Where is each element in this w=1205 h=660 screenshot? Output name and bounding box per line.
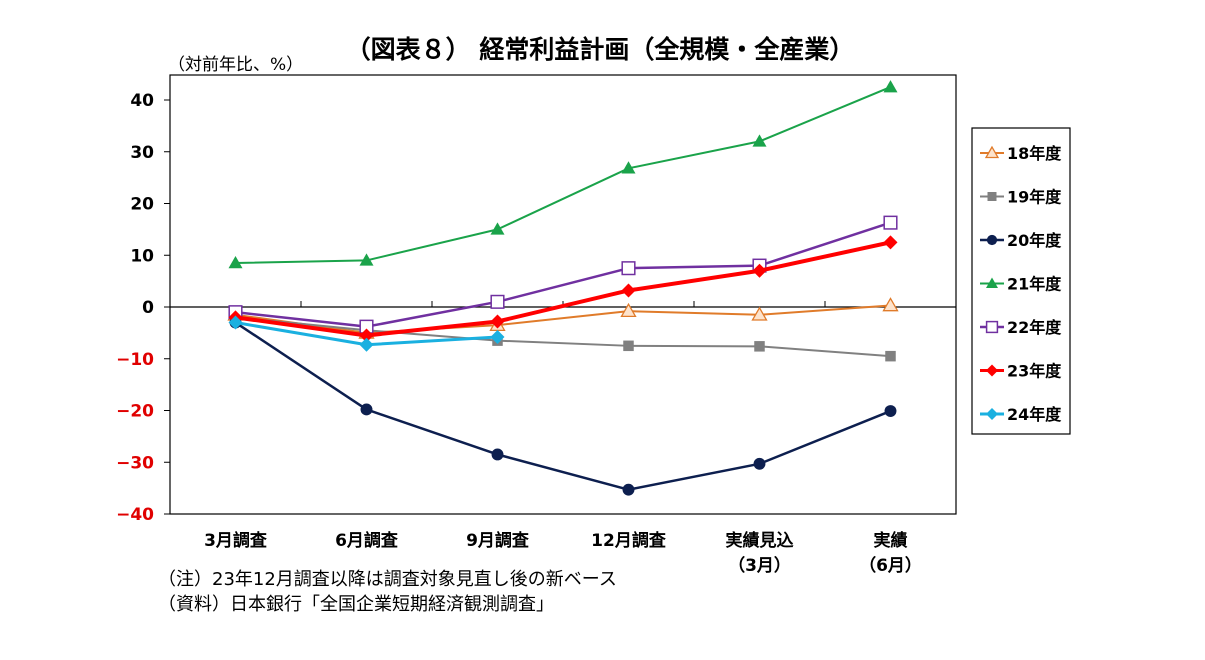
data-point xyxy=(621,283,636,298)
series-line xyxy=(235,240,891,338)
data-point xyxy=(752,134,767,147)
y-tick-label: −10 xyxy=(116,350,154,370)
data-point xyxy=(490,314,505,329)
series-2 xyxy=(230,312,896,362)
series-5 xyxy=(228,215,898,334)
legend-box xyxy=(971,127,1071,435)
plot-area xyxy=(169,74,957,515)
legend-label: 18年度 xyxy=(1007,144,1062,163)
data-point xyxy=(228,256,243,269)
legend-marker xyxy=(985,320,999,334)
data-point xyxy=(490,222,505,235)
data-point xyxy=(885,350,896,362)
legend-label: 24年度 xyxy=(1007,405,1062,424)
data-point xyxy=(753,457,766,470)
legend-marker xyxy=(986,408,998,420)
series-line xyxy=(235,86,891,265)
data-point xyxy=(490,330,505,345)
series-4 xyxy=(228,80,898,269)
data-point xyxy=(490,294,505,309)
legend-entry: 18年度 xyxy=(980,144,1062,163)
series-line xyxy=(235,304,891,334)
x-tick-label: 3月調査 xyxy=(204,530,268,551)
data-point xyxy=(359,328,374,343)
data-point xyxy=(621,261,636,276)
legend-label: 23年度 xyxy=(1007,362,1062,381)
legend-entry: 20年度 xyxy=(980,231,1062,250)
legend-label: 22年度 xyxy=(1007,318,1062,337)
source-text: （資料）日本銀行「全国企業短期経済観測調査」 xyxy=(158,594,554,615)
data-point xyxy=(754,341,765,352)
axes: 40 30 20 10 0 −10 −20 −30 −40 3月調査 6月調査 9月調査 12月調査 実績… xyxy=(116,91,956,576)
data-point xyxy=(620,302,637,318)
data-point xyxy=(359,253,374,266)
series-line xyxy=(235,316,891,358)
data-point xyxy=(882,297,899,312)
legend-marker xyxy=(986,277,998,288)
x-tick-label: 実績 xyxy=(874,530,908,551)
legend-marker xyxy=(986,364,998,377)
chart-title: （図表８） 経常利益計画（全規模・全産業） xyxy=(346,35,855,64)
y-tick-label: 30 xyxy=(130,143,154,163)
data-point xyxy=(622,483,635,496)
legend-label: 21年度 xyxy=(1007,275,1062,294)
data-point xyxy=(883,80,898,93)
legend-marker xyxy=(987,192,997,201)
series-line xyxy=(234,321,891,491)
data-point xyxy=(491,448,504,461)
legend-marker xyxy=(986,234,998,246)
series-line xyxy=(235,221,891,328)
legend-marker xyxy=(984,145,1000,159)
data-point xyxy=(883,235,898,250)
legend-entry: 19年度 xyxy=(980,188,1062,207)
data-point xyxy=(621,161,636,174)
y-tick-label: 20 xyxy=(130,195,154,215)
legend-entry: 23年度 xyxy=(980,362,1062,381)
legend-label: 20年度 xyxy=(1007,231,1062,250)
series-layer xyxy=(227,80,899,496)
x-tick-label: 12月調査 xyxy=(591,530,667,551)
data-point xyxy=(883,215,898,230)
x-tick-label: 6月調査 xyxy=(335,530,399,551)
x-tick-sublabel: （6月） xyxy=(859,555,922,576)
y-tick-label: −20 xyxy=(116,402,154,422)
y-tick-label: 10 xyxy=(130,246,154,266)
data-point xyxy=(623,340,634,352)
x-tick-sublabel: （3月） xyxy=(728,555,791,576)
legend-label: 19年度 xyxy=(1007,188,1062,207)
data-point xyxy=(752,263,767,278)
data-point xyxy=(751,306,768,321)
legend: 18年度 19年度 20年度 21年度 22年度 23年度 24年度 xyxy=(971,127,1071,435)
legend-entry: 21年度 xyxy=(980,275,1062,294)
y-tick-label: 0 xyxy=(142,298,154,318)
y-tick-label: 40 xyxy=(130,91,154,111)
legend-entry: 22年度 xyxy=(980,318,1062,337)
data-point xyxy=(360,403,373,416)
note-text: （注）23年12月調査以降は調査対象見直し後の新ベース xyxy=(158,569,617,590)
data-point xyxy=(359,337,374,352)
unit-label: （対前年比、%） xyxy=(168,55,303,75)
data-point xyxy=(884,405,897,417)
legend-entry: 24年度 xyxy=(980,405,1062,424)
series-7 xyxy=(228,315,505,352)
data-point xyxy=(228,315,243,330)
x-tick-label: 9月調査 xyxy=(466,530,530,551)
y-tick-label: −40 xyxy=(116,505,154,525)
series-6 xyxy=(228,235,898,343)
y-tick-label: −30 xyxy=(116,453,154,473)
x-tick-label: 実績見込 xyxy=(726,530,794,551)
